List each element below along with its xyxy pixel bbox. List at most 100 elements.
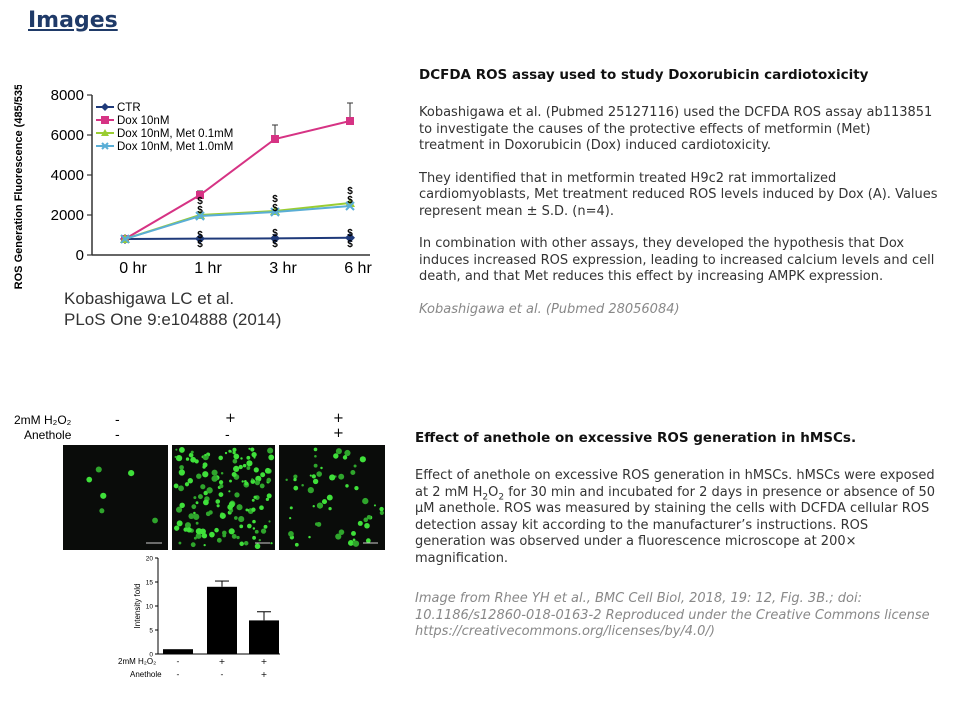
cell-spot-panel-2	[251, 478, 254, 481]
cell-spot-panel-2	[239, 524, 244, 529]
cell-spot-panel-3	[357, 520, 363, 526]
cell-spot-panel-2	[218, 480, 224, 485]
cell-spot-panel-2	[176, 506, 183, 513]
cell-spot-panel-3	[311, 474, 316, 479]
cell-spot-panel-2	[184, 522, 192, 529]
cell-spot-panel-2	[203, 499, 209, 506]
cell-spot-panel-2	[227, 504, 233, 510]
sign-h2o2-2: +	[225, 411, 236, 426]
bar-h2o2-label: 2mM H₂O₂	[118, 657, 156, 666]
cell-spot-panel-3	[289, 517, 292, 520]
cell-spot-panel-2	[254, 543, 261, 550]
cell-spot-panel-1	[95, 466, 102, 473]
bar-y-tick-label: 20	[146, 556, 154, 563]
cell-spot-panel-2	[206, 487, 213, 494]
cell-spot-panel-2	[231, 472, 237, 478]
cell-spot-panel-3	[365, 538, 371, 544]
cell-spot-panel-3	[289, 506, 293, 510]
cell-spot-panel-2	[191, 504, 197, 510]
cell-spot-panel-2	[232, 447, 237, 452]
dox-card-title: DCFDA ROS assay used to study Doxorubici…	[419, 67, 869, 83]
cell-spot-panel-2	[195, 528, 203, 535]
y-axis-label: ROS Generation Fluorescence (485/535 nm)	[13, 85, 25, 289]
cell-spot-panel-3	[316, 471, 322, 477]
cell-spot-panel-2	[252, 535, 256, 540]
cell-spot-panel-3	[313, 463, 318, 468]
legend-marker-1	[101, 116, 109, 124]
cell-spot-panel-2	[224, 451, 228, 455]
cell-spot-panel-3	[326, 494, 333, 501]
x-tick-label: 1 hr	[194, 260, 222, 277]
cell-spot-panel-2	[188, 513, 195, 520]
h2o2-row-label: 2mM H₂O₂	[14, 413, 72, 427]
cell-spot-panel-2	[216, 504, 220, 508]
cell-spot-panel-2	[265, 497, 270, 502]
cell-spot-panel-2	[202, 471, 209, 478]
cell-spot-panel-2	[193, 511, 196, 515]
cell-spot-panel-3	[314, 522, 319, 526]
cell-spot-panel-2	[254, 529, 259, 534]
cell-spot-panel-2	[228, 490, 231, 493]
bar-h2o2-sign: +	[219, 657, 226, 666]
cell-spot-panel-2	[254, 480, 261, 486]
y-tick-label: 2000	[51, 207, 84, 224]
bar-h2o2-sign: +	[261, 657, 268, 666]
data-point	[345, 201, 355, 211]
legend-label-0: CTR	[117, 102, 141, 114]
cell-spot-panel-2	[234, 516, 238, 520]
data-point	[196, 191, 204, 199]
cell-spot-panel-2	[250, 447, 255, 452]
cell-spot-panel-3	[364, 522, 370, 529]
cell-spot-panel-2	[247, 523, 252, 529]
cell-spot-panel-2	[246, 460, 253, 467]
cell-spot-panel-2	[195, 521, 199, 525]
cell-spot-panel-1	[99, 508, 105, 514]
legend-marker-3	[101, 142, 109, 150]
cell-spot-panel-2	[190, 542, 196, 548]
cell-spot-panel-2	[232, 451, 236, 455]
cell-spot-panel-2	[228, 449, 232, 453]
cell-spot-panel-2	[245, 508, 249, 512]
significance-mark: $	[272, 194, 278, 205]
bar-h2o2-sign: -	[177, 657, 180, 666]
cell-spot-panel-1	[86, 476, 93, 483]
cell-spot-panel-3	[359, 456, 366, 463]
cell-spot-panel-2	[270, 542, 273, 545]
cell-spot-panel-2	[175, 448, 178, 451]
series-line-0	[124, 236, 351, 240]
cell-spot-panel-3	[313, 447, 318, 452]
cell-spot-panel-2	[266, 493, 272, 499]
cell-spot-panel-2	[233, 453, 240, 460]
cell-spot-panel-2	[259, 483, 265, 489]
bar-1	[163, 649, 193, 654]
cell-spot-panel-2	[251, 507, 256, 512]
cell-spot-panel-3	[288, 531, 294, 537]
cell-spot-panel-2	[202, 454, 209, 461]
x-tick-label: 0 hr	[119, 260, 147, 277]
cell-spot-panel-2	[268, 520, 271, 523]
cell-spot-panel-2	[243, 540, 249, 546]
legend-marker-2	[101, 129, 109, 136]
legend-label-2: Dox 10nM, Met 0.1mM	[117, 128, 233, 140]
cell-spot-panel-2	[239, 541, 244, 547]
cell-spot-panel-3	[320, 466, 323, 470]
cell-spot-panel-3	[335, 533, 342, 540]
bar-anethole-sign: +	[261, 670, 268, 679]
cell-spot-panel-1	[100, 492, 107, 499]
cell-spot-panel-2	[176, 520, 183, 527]
cell-spot-panel-2	[218, 492, 224, 498]
cell-spot-panel-3	[285, 478, 288, 482]
data-point	[195, 233, 205, 244]
cell-spot-panel-2	[200, 484, 206, 490]
cell-spot-panel-2	[178, 485, 184, 492]
cell-spot-panel-2	[190, 450, 194, 454]
cell-spot-panel-2	[178, 469, 185, 476]
bar-3	[249, 620, 279, 654]
cell-spot-panel-3	[352, 540, 360, 547]
cell-spot-panel-3	[308, 535, 311, 539]
cell-spot-panel-2	[174, 525, 180, 531]
cell-spot-panel-3	[379, 506, 384, 512]
cell-spot-panel-2	[236, 504, 243, 511]
cell-spot-panel-3	[342, 455, 348, 460]
cell-spot-panel-2	[204, 453, 207, 457]
